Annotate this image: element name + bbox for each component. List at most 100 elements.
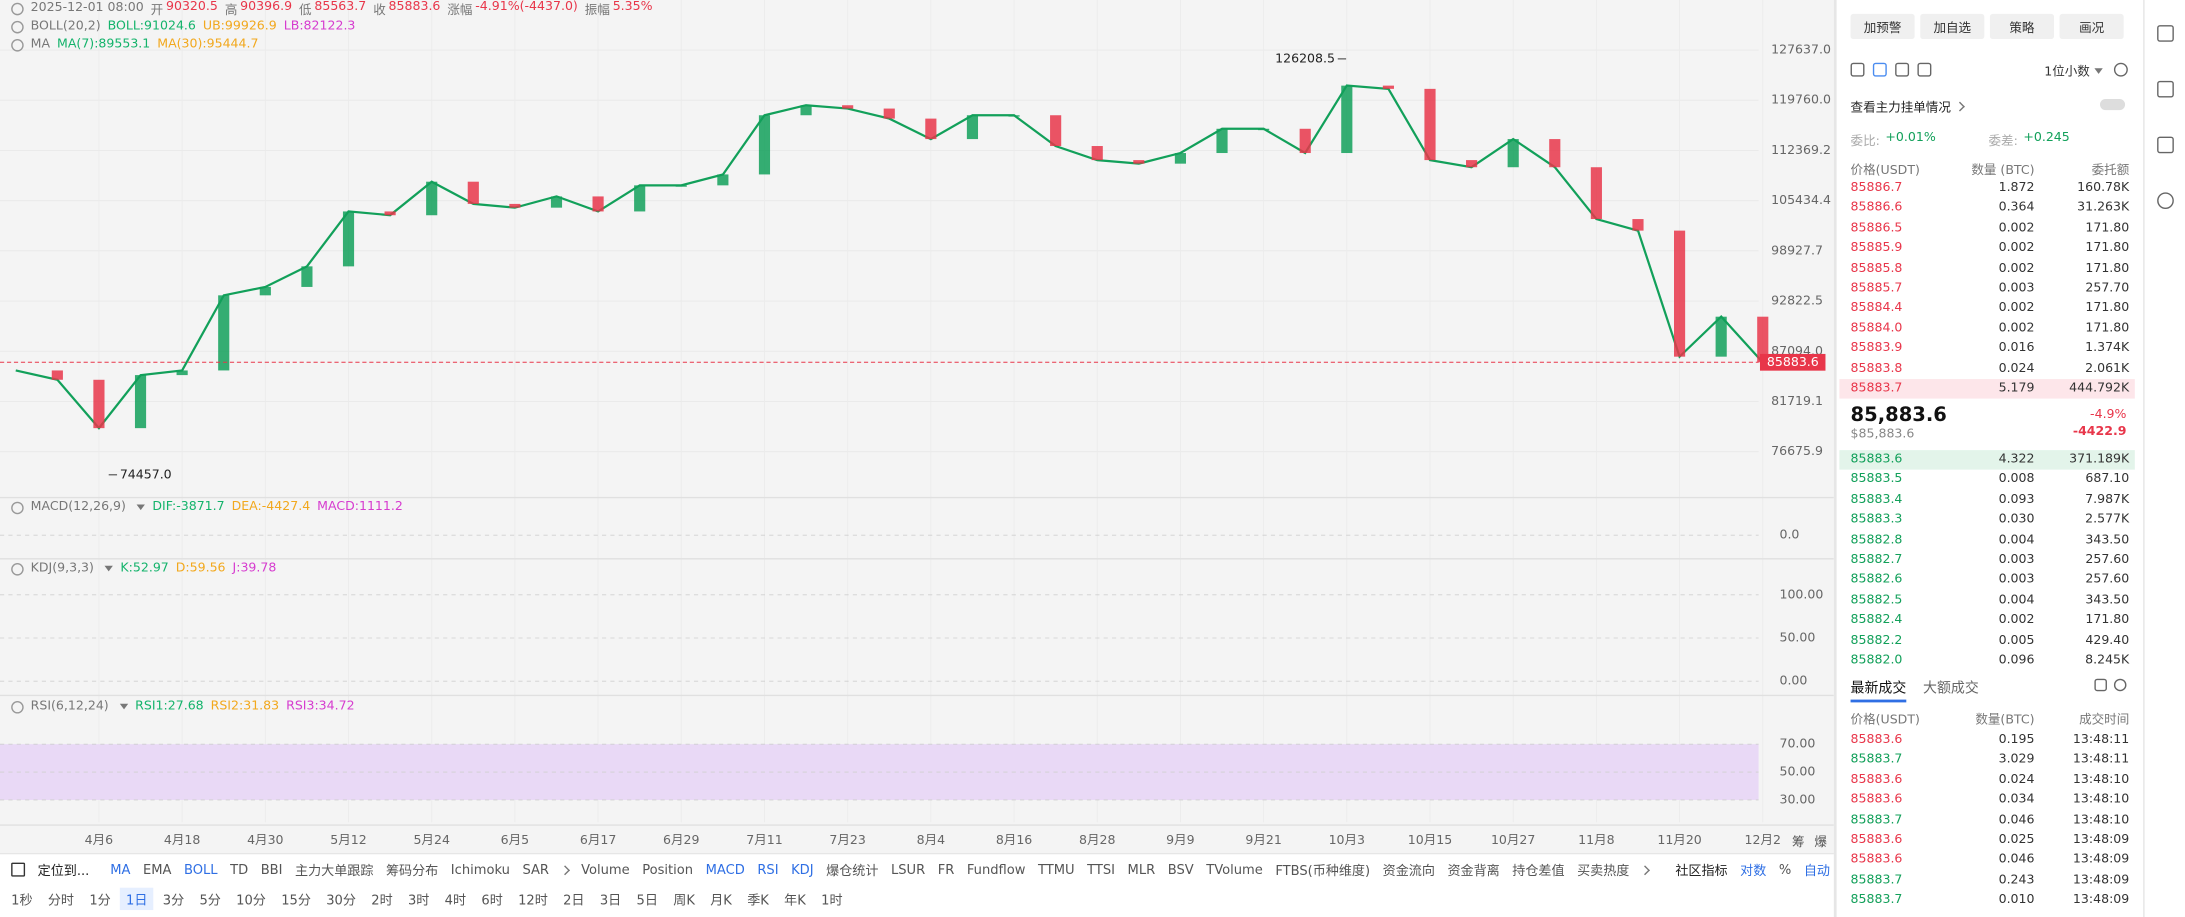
timeframe[interactable]: 4时 xyxy=(444,893,467,909)
rail-icon[interactable] xyxy=(2157,25,2174,42)
indicator-toggle[interactable]: MACD xyxy=(705,861,745,878)
quantity: 0.364 xyxy=(1998,201,2035,216)
candle xyxy=(966,115,979,140)
community[interactable]: 社区指标 xyxy=(1675,864,1728,880)
scale-toggle[interactable]: 自动 xyxy=(1803,864,1831,880)
layout-icon[interactable] xyxy=(1895,62,1910,77)
layout-icon[interactable] xyxy=(1872,62,1887,77)
list-icon[interactable] xyxy=(2094,678,2107,692)
timeframe[interactable]: 分时 xyxy=(47,893,75,909)
trade-tab[interactable]: 最新成交 xyxy=(1850,676,1907,703)
indicator-toggle[interactable]: 持仓差值 xyxy=(1512,864,1565,880)
axis-tool[interactable]: 爆 xyxy=(1814,836,1827,851)
dropdown[interactable] xyxy=(119,703,129,710)
more[interactable] xyxy=(1640,864,1651,875)
timeframe[interactable]: 周K xyxy=(673,893,695,909)
scale-toggle[interactable]: % xyxy=(1778,861,1792,878)
timeframe[interactable]: 季K xyxy=(747,893,769,909)
timeframe[interactable]: 10分 xyxy=(236,893,266,909)
indicator-value: MA(7):89553.1 xyxy=(57,37,151,52)
timeframe[interactable]: 2日 xyxy=(563,893,585,909)
axis-tool[interactable]: 筹 xyxy=(1792,836,1805,851)
timeframe[interactable]: 30分 xyxy=(326,893,356,909)
indicator-toggle[interactable]: FTBS(币种维度) xyxy=(1275,864,1371,880)
action-button[interactable]: 策略 xyxy=(1989,13,2055,40)
indicator-toggle[interactable]: 主力大单跟踪 xyxy=(295,864,374,880)
indicator-toggle[interactable]: 爆仓统计 xyxy=(826,864,879,880)
settings-icon[interactable] xyxy=(2113,62,2128,77)
precision-select[interactable]: 1位小数 xyxy=(2044,61,2103,79)
scale-toggle[interactable]: 对数 xyxy=(1740,864,1767,880)
indicator-toggle[interactable]: LSUR xyxy=(890,861,926,878)
indicator-toggle[interactable]: 买卖热度 xyxy=(1577,864,1630,880)
timeframe[interactable]: 3分 xyxy=(162,893,185,909)
indicator-toggle[interactable]: Fundflow xyxy=(966,861,1026,878)
indicator-toggle[interactable]: Position xyxy=(642,861,694,878)
indicator-toggle[interactable]: EMA xyxy=(142,861,172,878)
toggle[interactable] xyxy=(2099,98,2126,111)
calendar-icon[interactable] xyxy=(11,862,26,877)
quantity: 0.010 xyxy=(1998,893,2035,908)
indicator-toggle[interactable]: TTSI xyxy=(1087,861,1116,878)
timeframe[interactable]: 1时 xyxy=(821,893,843,909)
timeframe[interactable]: 2时 xyxy=(371,893,393,909)
indicator-toggle[interactable]: FR xyxy=(937,861,955,878)
layout-icon[interactable] xyxy=(1917,62,1932,77)
layout-icon[interactable] xyxy=(1850,62,1865,77)
indicator-toggle[interactable]: 资金背离 xyxy=(1447,864,1500,880)
locate[interactable]: 定位到... xyxy=(37,864,90,880)
indicator-toggle[interactable]: TVolume xyxy=(1206,861,1263,878)
indicator-toggle[interactable]: 资金流向 xyxy=(1382,864,1435,880)
indicator-toggle[interactable]: TD xyxy=(230,861,249,878)
timeframe[interactable]: 1秒 xyxy=(11,893,33,909)
action-button[interactable]: 加预警 xyxy=(1850,13,1915,40)
candle xyxy=(1008,115,1020,117)
timeframe[interactable]: 5分 xyxy=(199,893,221,909)
indicator-toggle[interactable]: SAR xyxy=(522,861,550,878)
timeframe[interactable]: 年K xyxy=(784,893,806,909)
indicator-toggle[interactable]: KDJ xyxy=(791,861,814,878)
timeframe[interactable]: 1日 xyxy=(120,887,154,911)
timeframe[interactable]: 15分 xyxy=(281,893,311,909)
indicator-toggle[interactable]: MA xyxy=(110,861,131,878)
icon[interactable] xyxy=(11,2,24,15)
action-button[interactable]: 加自选 xyxy=(1920,13,1985,40)
icon[interactable] xyxy=(11,700,24,713)
rail-icon[interactable] xyxy=(2157,192,2174,210)
rail-icon[interactable] xyxy=(2157,80,2174,98)
indicator-toggle[interactable]: MLR xyxy=(1127,861,1156,878)
timeframe[interactable]: 3时 xyxy=(407,893,430,909)
indicator-toggle[interactable]: BOLL xyxy=(183,861,218,878)
settings-icon[interactable] xyxy=(2113,678,2127,692)
rail-icon[interactable] xyxy=(2157,136,2174,154)
dropdown[interactable] xyxy=(137,504,146,511)
action-button[interactable]: 画况 xyxy=(2059,13,2124,40)
icon[interactable] xyxy=(11,501,24,514)
more[interactable] xyxy=(560,864,570,875)
indicator-toggle[interactable]: 筹码分布 xyxy=(385,864,439,880)
y-tick-label: 119760.0 xyxy=(1771,92,1831,107)
icon[interactable] xyxy=(11,562,24,575)
trade-tab[interactable]: 大额成交 xyxy=(1923,681,1979,697)
indicator-toggle[interactable]: BSV xyxy=(1167,861,1194,878)
dropdown[interactable] xyxy=(105,565,114,572)
icon[interactable] xyxy=(11,20,24,33)
timeframe[interactable]: 1分 xyxy=(89,893,111,909)
price: 85883.7 xyxy=(1850,813,1903,828)
icon[interactable] xyxy=(11,38,24,51)
main-orders-link[interactable]: 查看主力挂单情况 xyxy=(1851,98,1965,116)
indicator-toggle[interactable]: TTMU xyxy=(1037,861,1075,878)
indicator-toggle[interactable]: RSI xyxy=(757,861,779,878)
timeframe[interactable]: 6时 xyxy=(481,893,503,909)
quantity: 0.195 xyxy=(1998,733,2035,747)
indicator-value: LB:82122.3 xyxy=(283,19,356,34)
timeframe[interactable]: 5日 xyxy=(636,893,658,909)
timeframe[interactable]: 月K xyxy=(710,893,732,909)
timeframe[interactable]: 3日 xyxy=(599,893,622,909)
indicator-toggle[interactable]: BBI xyxy=(260,861,283,878)
amount: 343.50 xyxy=(2085,533,2130,548)
timeframe[interactable]: 12时 xyxy=(518,893,548,909)
stat: 低 85563.7 xyxy=(299,0,366,17)
indicator-toggle[interactable]: Volume xyxy=(581,861,630,878)
indicator-toggle[interactable]: Ichimoku xyxy=(450,861,510,878)
